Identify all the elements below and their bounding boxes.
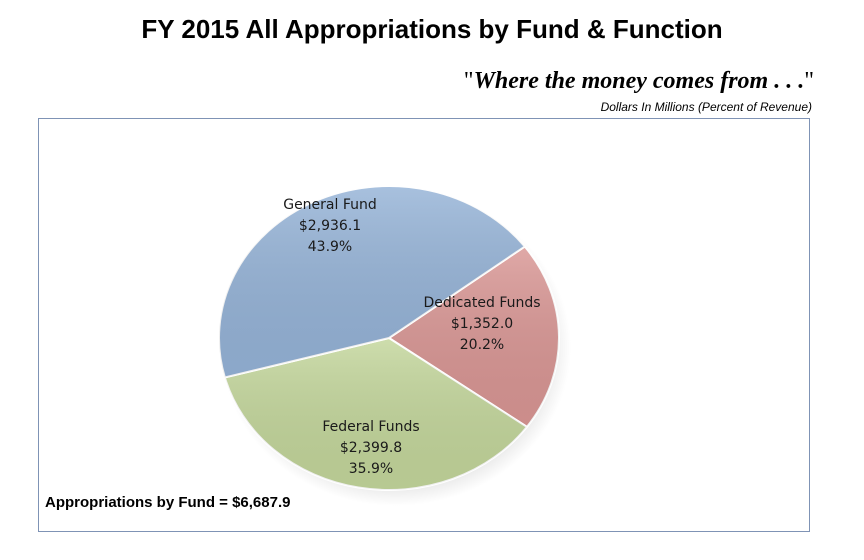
- slice-label-percent: 35.9%: [349, 461, 393, 477]
- units-note: Dollars In Millions (Percent of Revenue): [600, 100, 812, 114]
- subtitle-text: Where the money comes from . . .: [473, 68, 805, 94]
- subtitle-close-quote: ": [804, 68, 814, 94]
- pie-slice-sheen: [224, 338, 527, 490]
- slice-label-value: $1,352.0: [451, 316, 513, 332]
- subtitle-open-quote: ": [463, 68, 474, 94]
- total-label: Appropriations by Fund = $6,687.9: [45, 494, 291, 511]
- slice-label-name: General Fund: [283, 197, 377, 213]
- chart-title: FY 2015 All Appropriations by Fund & Fun…: [141, 14, 723, 44]
- slice-label-name: Federal Funds: [322, 419, 419, 435]
- pie-slice-sheen: [389, 246, 559, 427]
- pie-slices: [218, 185, 560, 491]
- chart-subtitle: "Where the money comes from . . .": [464, 68, 814, 95]
- pie-labels: General Fund $2,936.1 43.9% Dedicated Funds…: [283, 197, 540, 477]
- slice-label-percent: 20.2%: [460, 337, 504, 353]
- slice-label-percent: 43.9%: [308, 239, 352, 255]
- pie-slice-sheen: [218, 185, 525, 378]
- slice-label-value: $2,399.8: [340, 440, 402, 456]
- slice-label-name: Dedicated Funds: [423, 295, 540, 311]
- slice-label-value: $2,936.1: [299, 218, 361, 234]
